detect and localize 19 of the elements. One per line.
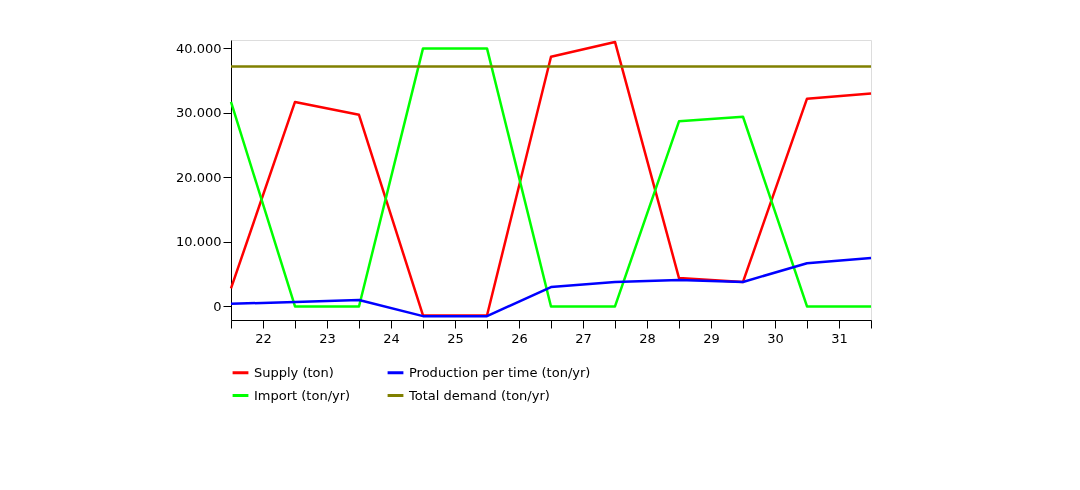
y-tick-label: 20.000: [176, 169, 222, 185]
x-tick-label: 22: [255, 330, 272, 346]
y-tick-label: 10.000: [176, 234, 222, 250]
y-tick-label: 0: [213, 298, 222, 314]
x-tick-label: 31: [831, 330, 848, 346]
y-tick-label: 30.000: [176, 105, 222, 121]
y-tick-label: 40.000: [176, 40, 222, 56]
x-tick-label: 29: [703, 330, 720, 346]
legend-label: Total demand (ton/yr): [408, 387, 550, 403]
x-tick-label: 24: [383, 330, 400, 346]
legend-label: Supply (ton): [254, 364, 334, 380]
x-tick-label: 23: [319, 330, 336, 346]
x-tick-label: 25: [447, 330, 464, 346]
x-tick-label: 27: [575, 330, 592, 346]
x-tick-label: 26: [511, 330, 528, 346]
x-tick-label: 28: [639, 330, 656, 346]
x-tick-label: 30: [767, 330, 784, 346]
legend-label: Import (ton/yr): [254, 387, 351, 403]
legend-label: Production per time (ton/yr): [409, 364, 591, 380]
